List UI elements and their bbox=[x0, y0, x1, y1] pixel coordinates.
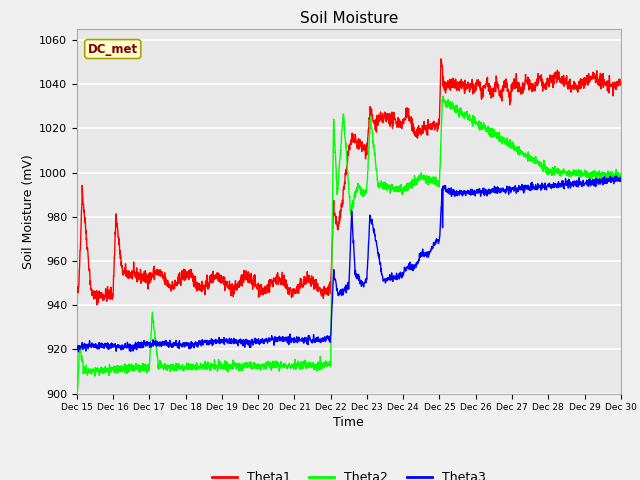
Title: Soil Moisture: Soil Moisture bbox=[300, 11, 398, 26]
Y-axis label: Soil Moisture (mV): Soil Moisture (mV) bbox=[22, 154, 35, 269]
X-axis label: Time: Time bbox=[333, 417, 364, 430]
Legend: Theta1, Theta2, Theta3: Theta1, Theta2, Theta3 bbox=[207, 467, 491, 480]
Text: DC_met: DC_met bbox=[88, 43, 138, 56]
